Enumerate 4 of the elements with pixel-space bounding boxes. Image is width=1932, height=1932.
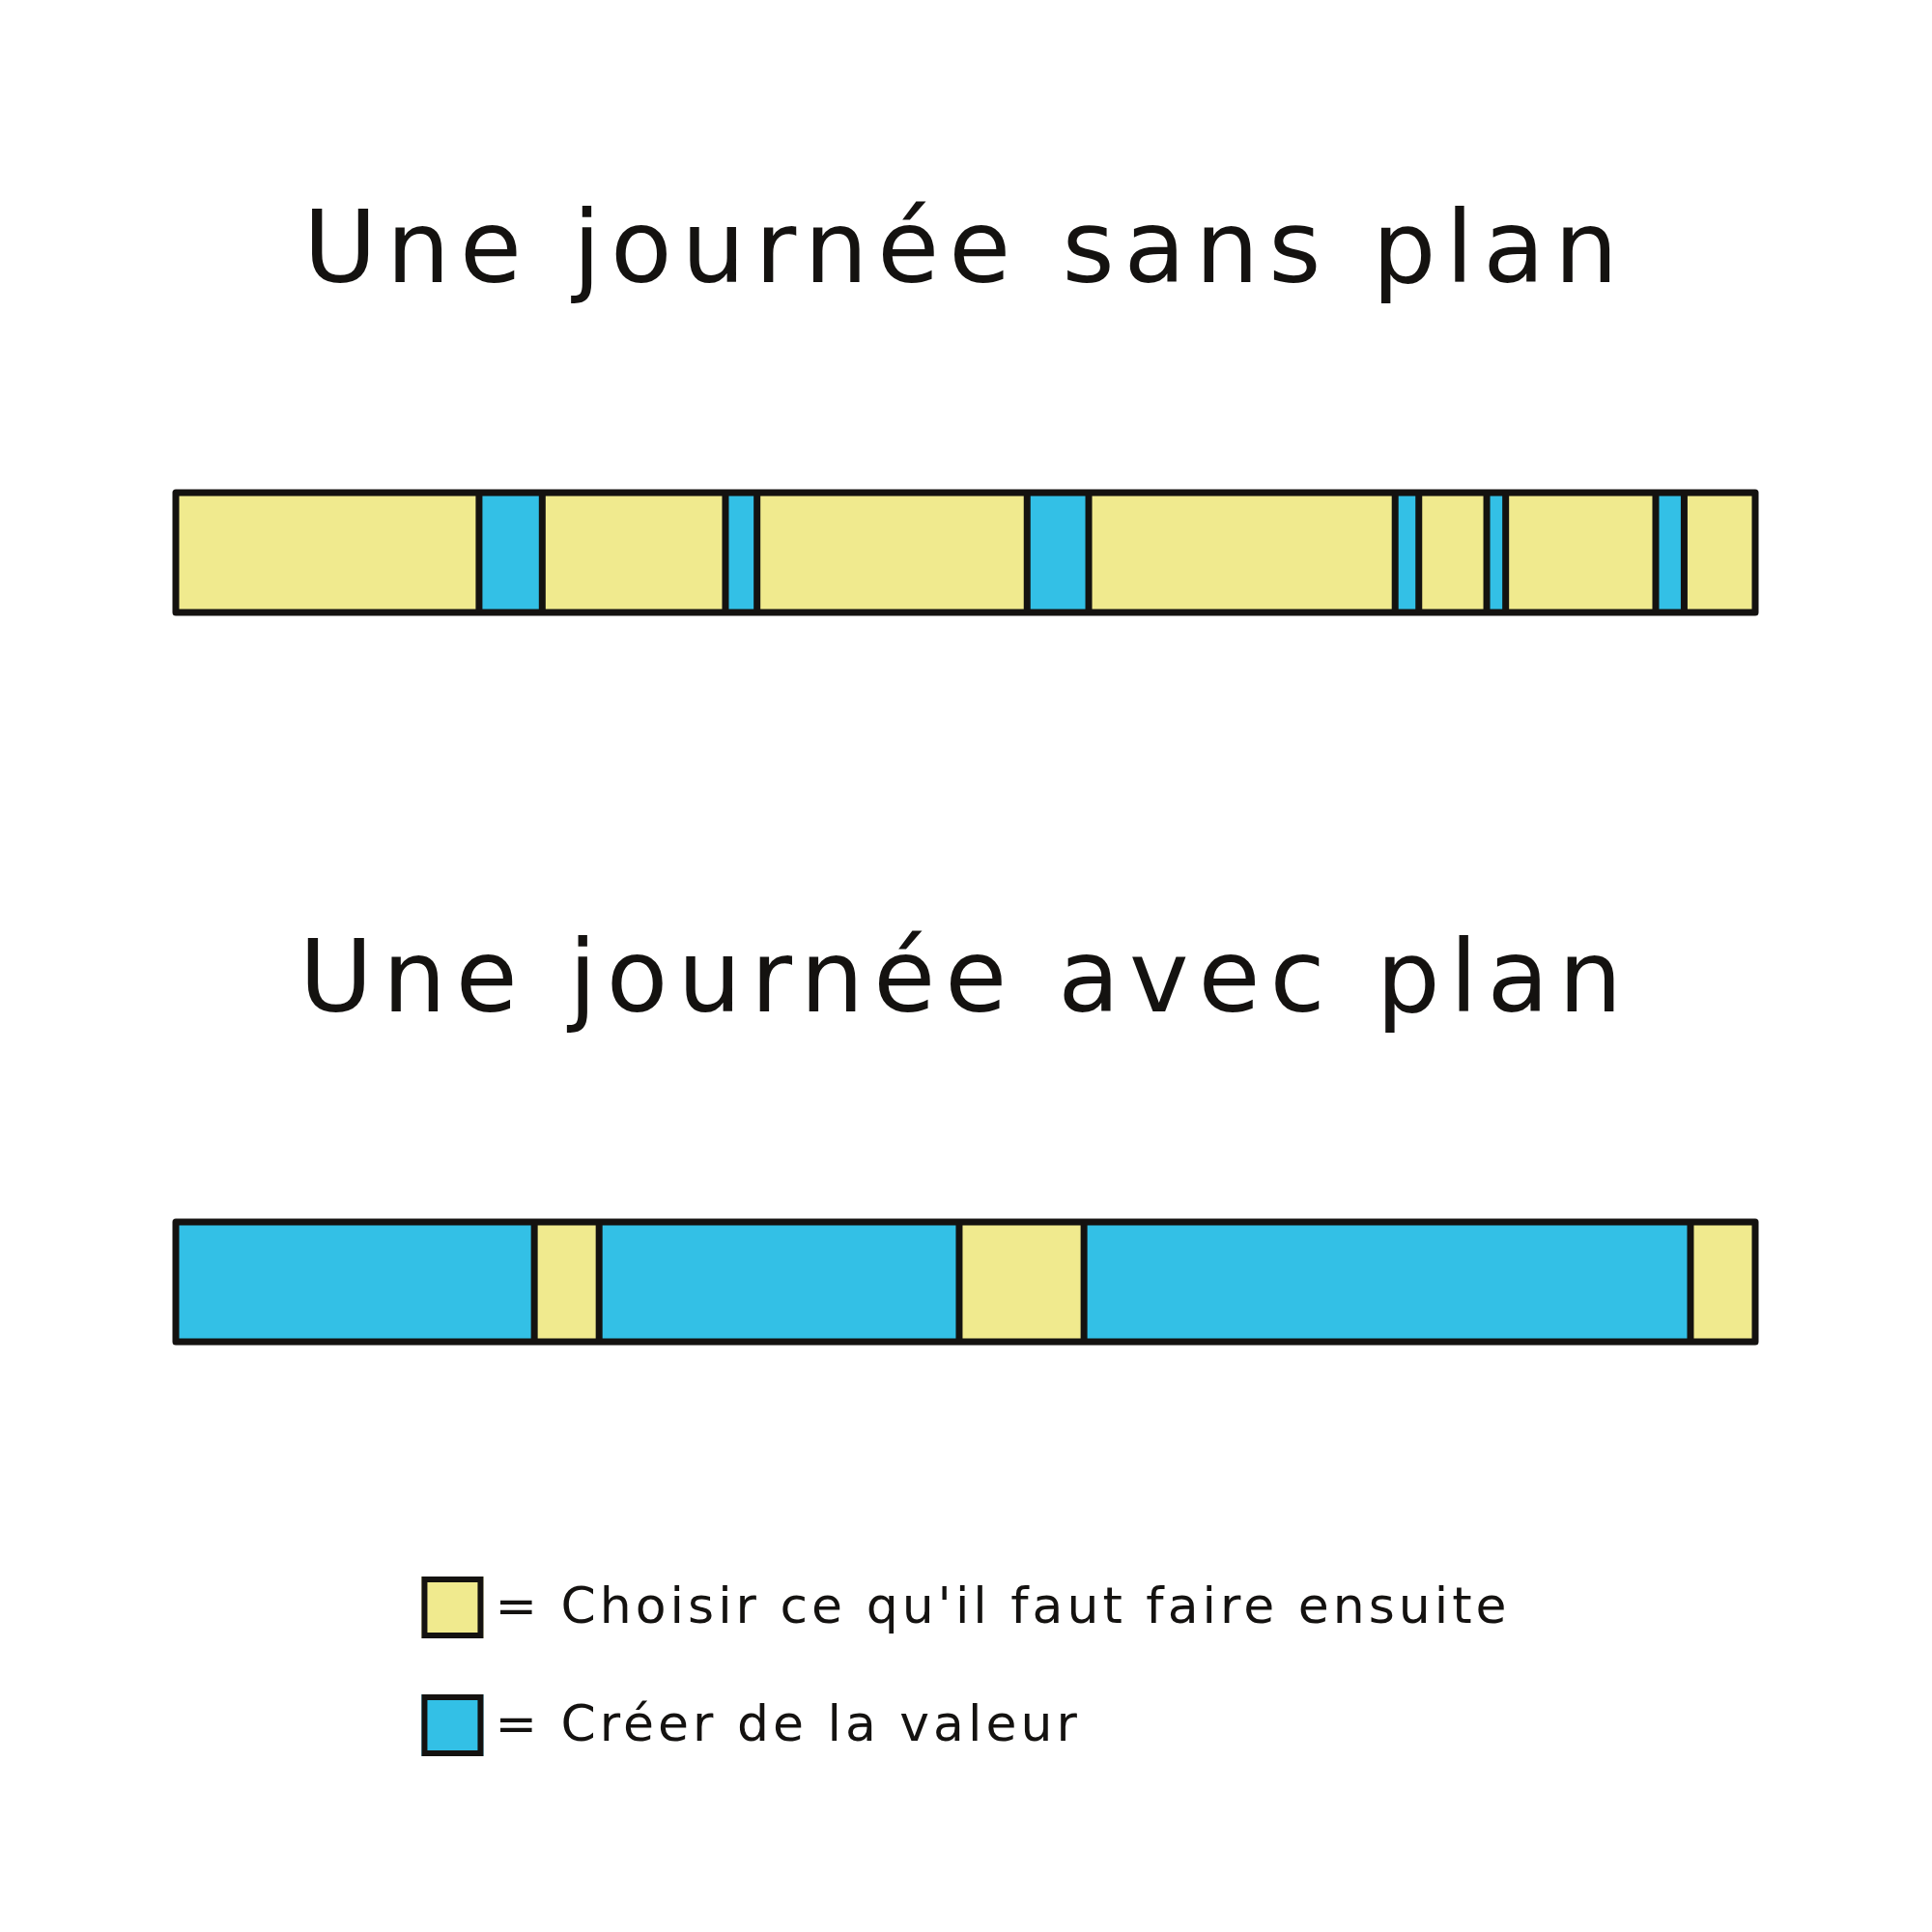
y-tick-label: Une journée sans plan bbox=[302, 188, 1629, 306]
legend-label: = Choisir ce qu'il faut faire ensuite bbox=[495, 1576, 1511, 1634]
legend-label: = Créer de la valeur bbox=[495, 1693, 1081, 1752]
y-tick-label: Une journée avec plan bbox=[298, 918, 1633, 1036]
